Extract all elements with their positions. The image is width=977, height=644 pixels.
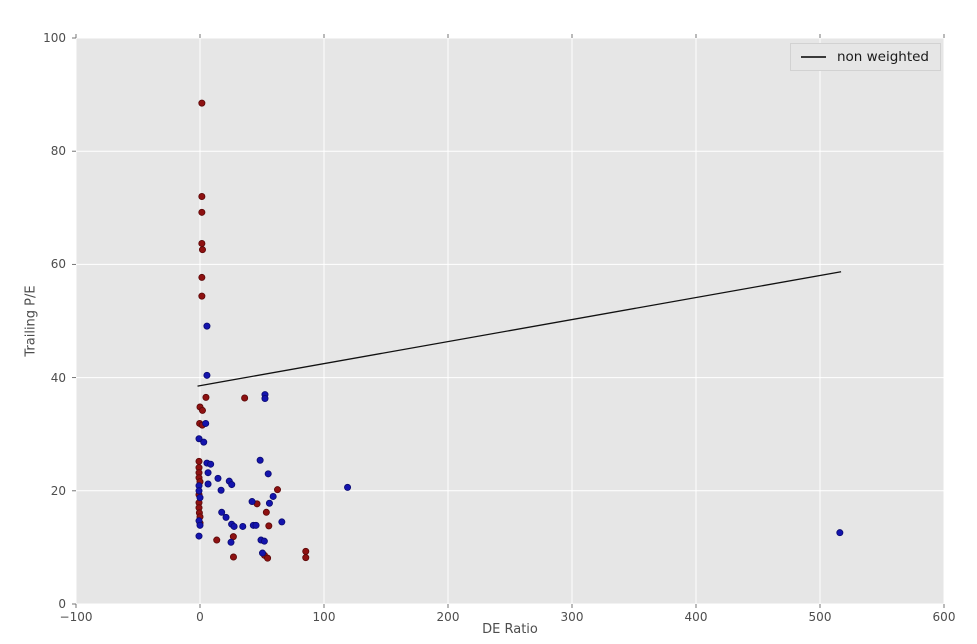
scatter-point-red-group (241, 394, 249, 402)
scatter-point-blue-group (239, 522, 247, 530)
scatter-point-blue-group (203, 322, 211, 330)
scatter-point-blue-group (196, 521, 204, 529)
scatter-point-blue-group (217, 486, 225, 494)
scatter-point-blue-group (227, 538, 235, 546)
x-tick-label: 100 (312, 610, 336, 624)
plot-canvas (72, 34, 945, 608)
scatter-point-blue-group (203, 371, 211, 379)
x-axis-label: DE Ratio (482, 622, 538, 637)
y-axis-label-area: Trailing P/E (13, 0, 49, 644)
scatter-point-blue-group (195, 487, 203, 495)
scatter-point-blue-group (196, 494, 204, 502)
scatter-point-blue-group (230, 522, 238, 530)
scatter-point-blue-group (202, 419, 210, 427)
scatter-point-blue-group (195, 532, 203, 540)
y-tick-label: 80 (50, 144, 66, 159)
scatter-point-blue-group (256, 456, 264, 464)
x-tick-label: 500 (808, 610, 832, 624)
scatter-point-blue-group (836, 529, 844, 537)
scatter-point-blue-group (228, 481, 236, 489)
scatter-point-red-group (202, 393, 210, 401)
legend-label: non weighted (836, 49, 929, 65)
scatter-point-blue-group (195, 435, 203, 443)
scatter-point-red-group (198, 273, 206, 281)
scatter-point-red-group (198, 406, 206, 414)
scatter-point-red-group (302, 554, 310, 562)
legend: non weighted (789, 43, 941, 71)
scatter-point-blue-group (261, 395, 269, 403)
y-tick-label: 40 (50, 370, 66, 385)
x-tick-label: −100 (59, 610, 93, 624)
scatter-point-blue-group (258, 549, 266, 557)
scatter-point-blue-group (200, 438, 208, 446)
scatter-point-blue-group (207, 460, 215, 468)
x-tick-label: 600 (932, 610, 956, 624)
scatter-point-red-group (198, 246, 206, 254)
scatter-point-blue-group (265, 499, 273, 507)
y-axis-label: Trailing P/E (23, 285, 39, 357)
scatter-point-red-group (302, 547, 310, 555)
scatter-point-red-group (195, 457, 203, 465)
x-tick-label: 400 (684, 610, 708, 624)
scatter-point-blue-group (252, 521, 260, 529)
trend-line (197, 271, 842, 387)
scatter-point-red-group (198, 239, 206, 247)
x-tick-label: 200 (436, 610, 460, 624)
scatter-point-blue-group (222, 513, 230, 521)
scatter-point-blue-group (204, 469, 212, 477)
legend-line-icon (800, 56, 826, 58)
scatter-point-blue-group (269, 492, 277, 500)
scatter-point-red-group (262, 508, 270, 516)
scatter-point-blue-group (278, 518, 286, 526)
scatter-point-red-group (198, 99, 206, 107)
scatter-point-blue-group (204, 480, 212, 488)
y-tick-label: 0 (58, 597, 66, 611)
y-tick-label: 20 (50, 483, 66, 498)
scatter-point-red-group (198, 192, 206, 200)
scatter-point-blue-group (260, 537, 268, 545)
scatter-point-red-group (198, 292, 206, 300)
scatter-point-blue-group (264, 470, 272, 478)
scatter-point-red-group (273, 486, 281, 494)
scatter-point-blue-group (248, 498, 256, 506)
plot-area: non weighted (72, 34, 945, 608)
x-tick-label: 0 (196, 610, 204, 624)
y-tick-label: 100 (43, 31, 66, 45)
scatter-point-red-group (198, 208, 206, 216)
scatter-point-red-group (213, 536, 221, 544)
scatter-point-blue-group (214, 474, 222, 482)
scatter-point-red-group (265, 522, 273, 530)
x-tick-label: 300 (560, 610, 584, 624)
scatter-point-red-group (264, 554, 272, 562)
scatter-point-blue-group (218, 508, 226, 516)
scatter-point-blue-group (344, 483, 352, 491)
scatter-point-red-group (229, 553, 237, 561)
y-tick-label: 60 (50, 257, 66, 272)
